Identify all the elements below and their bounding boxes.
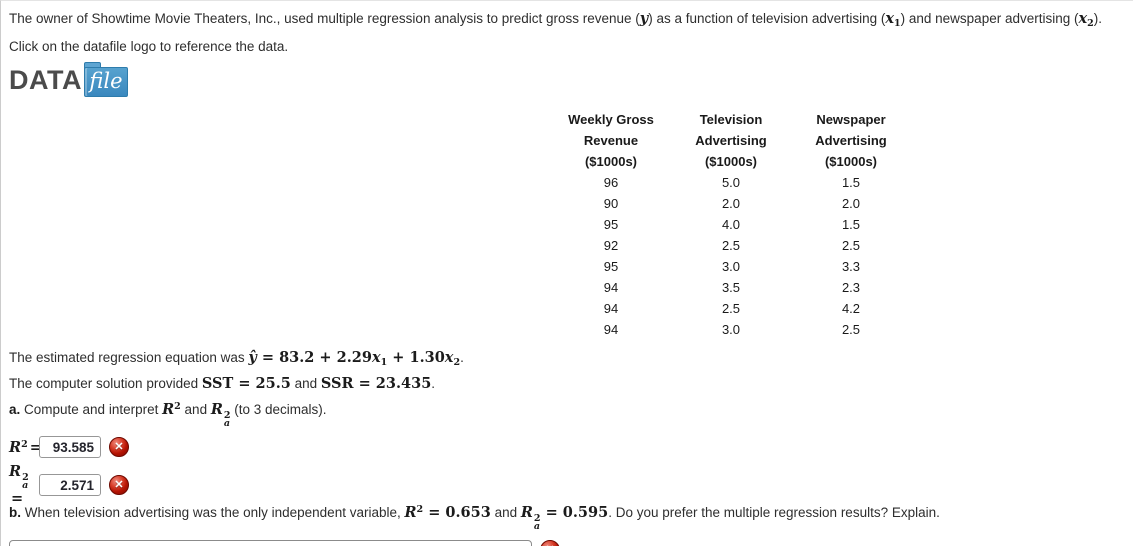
var-yhat: ŷ (248, 349, 257, 366)
table-cell: 2.5 (721, 238, 741, 253)
var-x2: x (1078, 10, 1088, 27)
table-cell: 1.5 (841, 217, 861, 232)
table-cell: 94 (603, 301, 619, 316)
r2-answer-row: R2= ✕ (9, 435, 1133, 459)
table-cell: 95 (603, 259, 619, 274)
r2-label: R2 = (9, 438, 42, 456)
computer-solution-line: The computer solution provided SST = 25.… (9, 375, 436, 392)
regression-equation-line: The estimated regression equation was ŷ … (9, 349, 464, 368)
col-header-newspaper: Newspaper Advertising ($1000s) (815, 112, 887, 169)
table-cell: 96 (603, 175, 619, 190)
sst-value: SST = 25.5 (201, 375, 291, 392)
var-x1: x (885, 10, 895, 27)
table-cell: 5.0 (721, 175, 741, 190)
incorrect-icon: ✕ (109, 437, 129, 457)
table-cell: 2.0 (721, 196, 741, 211)
datafile-logo-data-text: DATA (9, 65, 82, 95)
table-cell: 94 (603, 280, 619, 295)
r2-input[interactable] (39, 436, 101, 458)
table-row: 95 4.0 1.5 (551, 214, 911, 235)
table-cell: 3.3 (841, 259, 861, 274)
table-row: 94 3.0 2.5 (551, 319, 911, 340)
data-table: Weekly Gross Revenue ($1000s) Television Ad… (551, 109, 911, 340)
table-cell: 95 (603, 217, 619, 232)
table-cell: 1.5 (841, 175, 861, 190)
table-row: 94 3.5 2.3 (551, 277, 911, 298)
table-cell: 90 (603, 196, 619, 211)
part-b-label: b. (9, 505, 21, 520)
table-row: 94 2.5 4.2 (551, 298, 911, 319)
datafile-logo[interactable]: DATA file (9, 62, 128, 97)
table-cell: 94 (603, 322, 619, 337)
var-y: y (639, 10, 649, 27)
part-b-answer-dropdown[interactable]: No, because less variability is explaine… (9, 540, 532, 546)
table-cell: 2.5 (841, 238, 861, 253)
datafile-logo-file-text: file (89, 68, 123, 93)
table-cell: 3.0 (721, 322, 741, 337)
table-header-row: Weekly Gross Revenue ($1000s) Television Ad… (551, 109, 911, 172)
table-cell: 3.0 (721, 259, 741, 274)
table-row: 95 3.0 3.3 (551, 256, 911, 277)
statement-text: ) as a function of television advertisin… (648, 11, 886, 26)
table-cell: 2.5 (721, 301, 741, 316)
table-row: 90 2.0 2.0 (551, 193, 911, 214)
table-cell: 4.2 (841, 301, 861, 316)
statement-text: The owner of Showtime Movie Theaters, In… (9, 11, 640, 26)
datafile-instruction: Click on the datafile logo to reference … (9, 39, 289, 54)
incorrect-icon: ✕ (109, 475, 129, 495)
part-b-answer-row: No, because less variability is explaine… (9, 540, 1133, 546)
table-row: 92 2.5 2.5 (551, 235, 911, 256)
table-cell: 92 (603, 238, 619, 253)
r2a-answer-row: R2a= ✕ (9, 463, 1133, 507)
col-header-revenue: Weekly Gross Revenue ($1000s) (568, 112, 654, 169)
part-b-prompt: b. When television advertising was the o… (9, 504, 940, 532)
ssr-value: SSR = 23.435 (320, 375, 432, 392)
table-cell: 2.5 (841, 322, 861, 337)
col-header-tv: Television Advertising ($1000s) (695, 112, 767, 169)
r2a-input[interactable] (39, 474, 101, 496)
statement-text: ). (1093, 11, 1103, 26)
table-cell: 2.0 (841, 196, 861, 211)
table-cell: 2.3 (841, 280, 861, 295)
table-row: 96 5.0 1.5 (551, 172, 911, 193)
statement-text: ) and newspaper advertising ( (900, 11, 1079, 26)
r2a-label: R 2 a = (9, 463, 29, 507)
part-a-label: a. (9, 402, 21, 417)
incorrect-icon: ✕ (540, 540, 560, 546)
table-cell: 4.0 (721, 217, 741, 232)
datafile-folder-icon: file (83, 62, 128, 97)
table-cell: 3.5 (721, 280, 741, 295)
problem-statement: The owner of Showtime Movie Theaters, In… (9, 10, 1103, 29)
